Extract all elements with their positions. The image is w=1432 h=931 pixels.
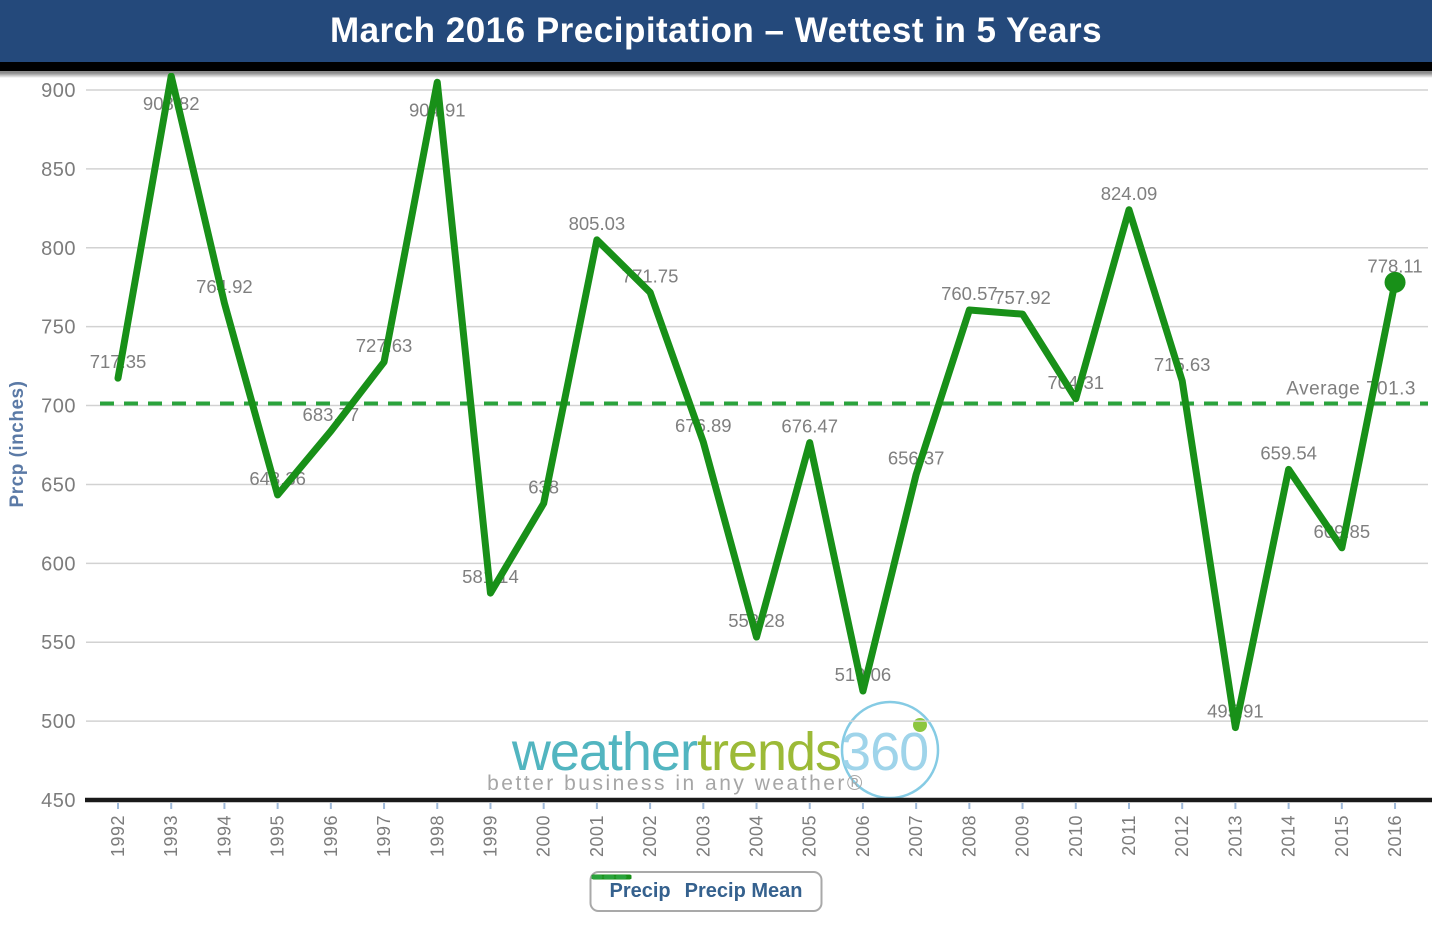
y-tick-label: 750 bbox=[41, 317, 76, 339]
x-tick-label: 2009 bbox=[1013, 815, 1033, 857]
y-tick-label: 900 bbox=[41, 80, 76, 102]
y-tick-label: 550 bbox=[41, 632, 76, 654]
legend: Precip Precip Mean bbox=[589, 871, 823, 912]
y-tick-label: 600 bbox=[41, 553, 76, 575]
data-label: 656.37 bbox=[888, 447, 945, 468]
x-tick-label: 2016 bbox=[1385, 815, 1405, 857]
x-tick-label: 1992 bbox=[108, 815, 128, 857]
data-label: 757.92 bbox=[994, 287, 1051, 308]
watermark-text: weathertrends360 bbox=[511, 722, 928, 782]
legend-label-precip-mean: Precip Mean bbox=[684, 880, 803, 902]
x-tick-label: 1997 bbox=[374, 815, 394, 857]
x-tick-label: 2014 bbox=[1279, 815, 1299, 857]
data-label: 715.63 bbox=[1154, 354, 1211, 375]
data-label: 805.03 bbox=[569, 213, 626, 234]
average-label: Average 701.3 bbox=[1286, 379, 1416, 400]
x-tick-label: 2003 bbox=[693, 815, 713, 857]
x-tick-label: 2011 bbox=[1119, 815, 1139, 856]
chart-layer: 450 500 550 600 650 700 750 800 850 900 Average 70… bbox=[41, 73, 1432, 857]
x-tick-label: 2015 bbox=[1332, 815, 1352, 857]
y-tick-label: 500 bbox=[41, 711, 76, 733]
data-label: 760.57 bbox=[941, 283, 998, 304]
data-label: 676.89 bbox=[675, 415, 732, 436]
y-tick-label: 800 bbox=[41, 238, 76, 260]
watermark: weathertrends360 better business in any … bbox=[487, 700, 940, 800]
y-tick-label: 700 bbox=[41, 396, 76, 418]
x-tick-label: 1996 bbox=[321, 815, 341, 857]
plot-svg: weathertrends360 better business in any … bbox=[41, 73, 1432, 857]
precip-line bbox=[114, 73, 1399, 732]
watermark-360: 360 bbox=[841, 722, 928, 782]
header-shadow-strip bbox=[0, 62, 1432, 78]
y-tick-label: 450 bbox=[41, 790, 76, 812]
x-tick-label: 2010 bbox=[1066, 815, 1086, 857]
legend-item-precip-mean: Precip Mean bbox=[591, 875, 803, 903]
last-point-marker bbox=[1384, 271, 1406, 293]
y-axis-title: Prcp (inches) bbox=[7, 380, 28, 508]
watermark-tagline: better business in any weather® bbox=[487, 772, 865, 795]
data-label: 908.82 bbox=[143, 93, 200, 114]
header-bar: March 2016 Precipitation – Wettest in 5 … bbox=[0, 0, 1432, 62]
data-label: 824.09 bbox=[1101, 183, 1158, 204]
x-tick-label: 1995 bbox=[268, 815, 288, 857]
legend-item-precip: Precip bbox=[591, 874, 671, 903]
x-tick-label: 2004 bbox=[747, 815, 767, 857]
x-tick-label: 2006 bbox=[853, 815, 873, 857]
x-tick-label: 1994 bbox=[214, 815, 234, 857]
x-tick-label: 1999 bbox=[480, 815, 500, 857]
data-label: 778.11 bbox=[1367, 255, 1422, 276]
data-label: 676.47 bbox=[781, 416, 838, 437]
y-tick-label: 850 bbox=[41, 159, 76, 181]
x-tick-label: 1993 bbox=[161, 815, 181, 857]
data-label: 553.28 bbox=[728, 610, 785, 631]
x-tick-label: 2008 bbox=[959, 815, 979, 857]
data-label: 659.54 bbox=[1260, 442, 1317, 463]
x-tick-label: 2001 bbox=[587, 815, 607, 857]
data-label: 764.92 bbox=[196, 276, 253, 297]
x-tick-label: 2000 bbox=[534, 815, 554, 857]
x-tick-label: 2007 bbox=[906, 815, 926, 857]
x-tick-label: 2012 bbox=[1172, 815, 1192, 857]
y-tick-label: 650 bbox=[41, 474, 76, 496]
legend-label-precip: Precip bbox=[609, 880, 671, 902]
watermark-weather: weather bbox=[511, 722, 698, 782]
x-tick-label: 2005 bbox=[800, 815, 820, 857]
x-tick-label: 1998 bbox=[427, 815, 447, 857]
x-tick-label: 2002 bbox=[640, 815, 660, 857]
watermark-trends: trends bbox=[697, 722, 841, 782]
page-title: March 2016 Precipitation – Wettest in 5 … bbox=[329, 11, 1103, 50]
x-tick-label: 2013 bbox=[1225, 815, 1245, 857]
dashed-line-icon bbox=[591, 875, 632, 879]
precipitation-chart: weathertrends360 better business in any … bbox=[0, 73, 1432, 931]
